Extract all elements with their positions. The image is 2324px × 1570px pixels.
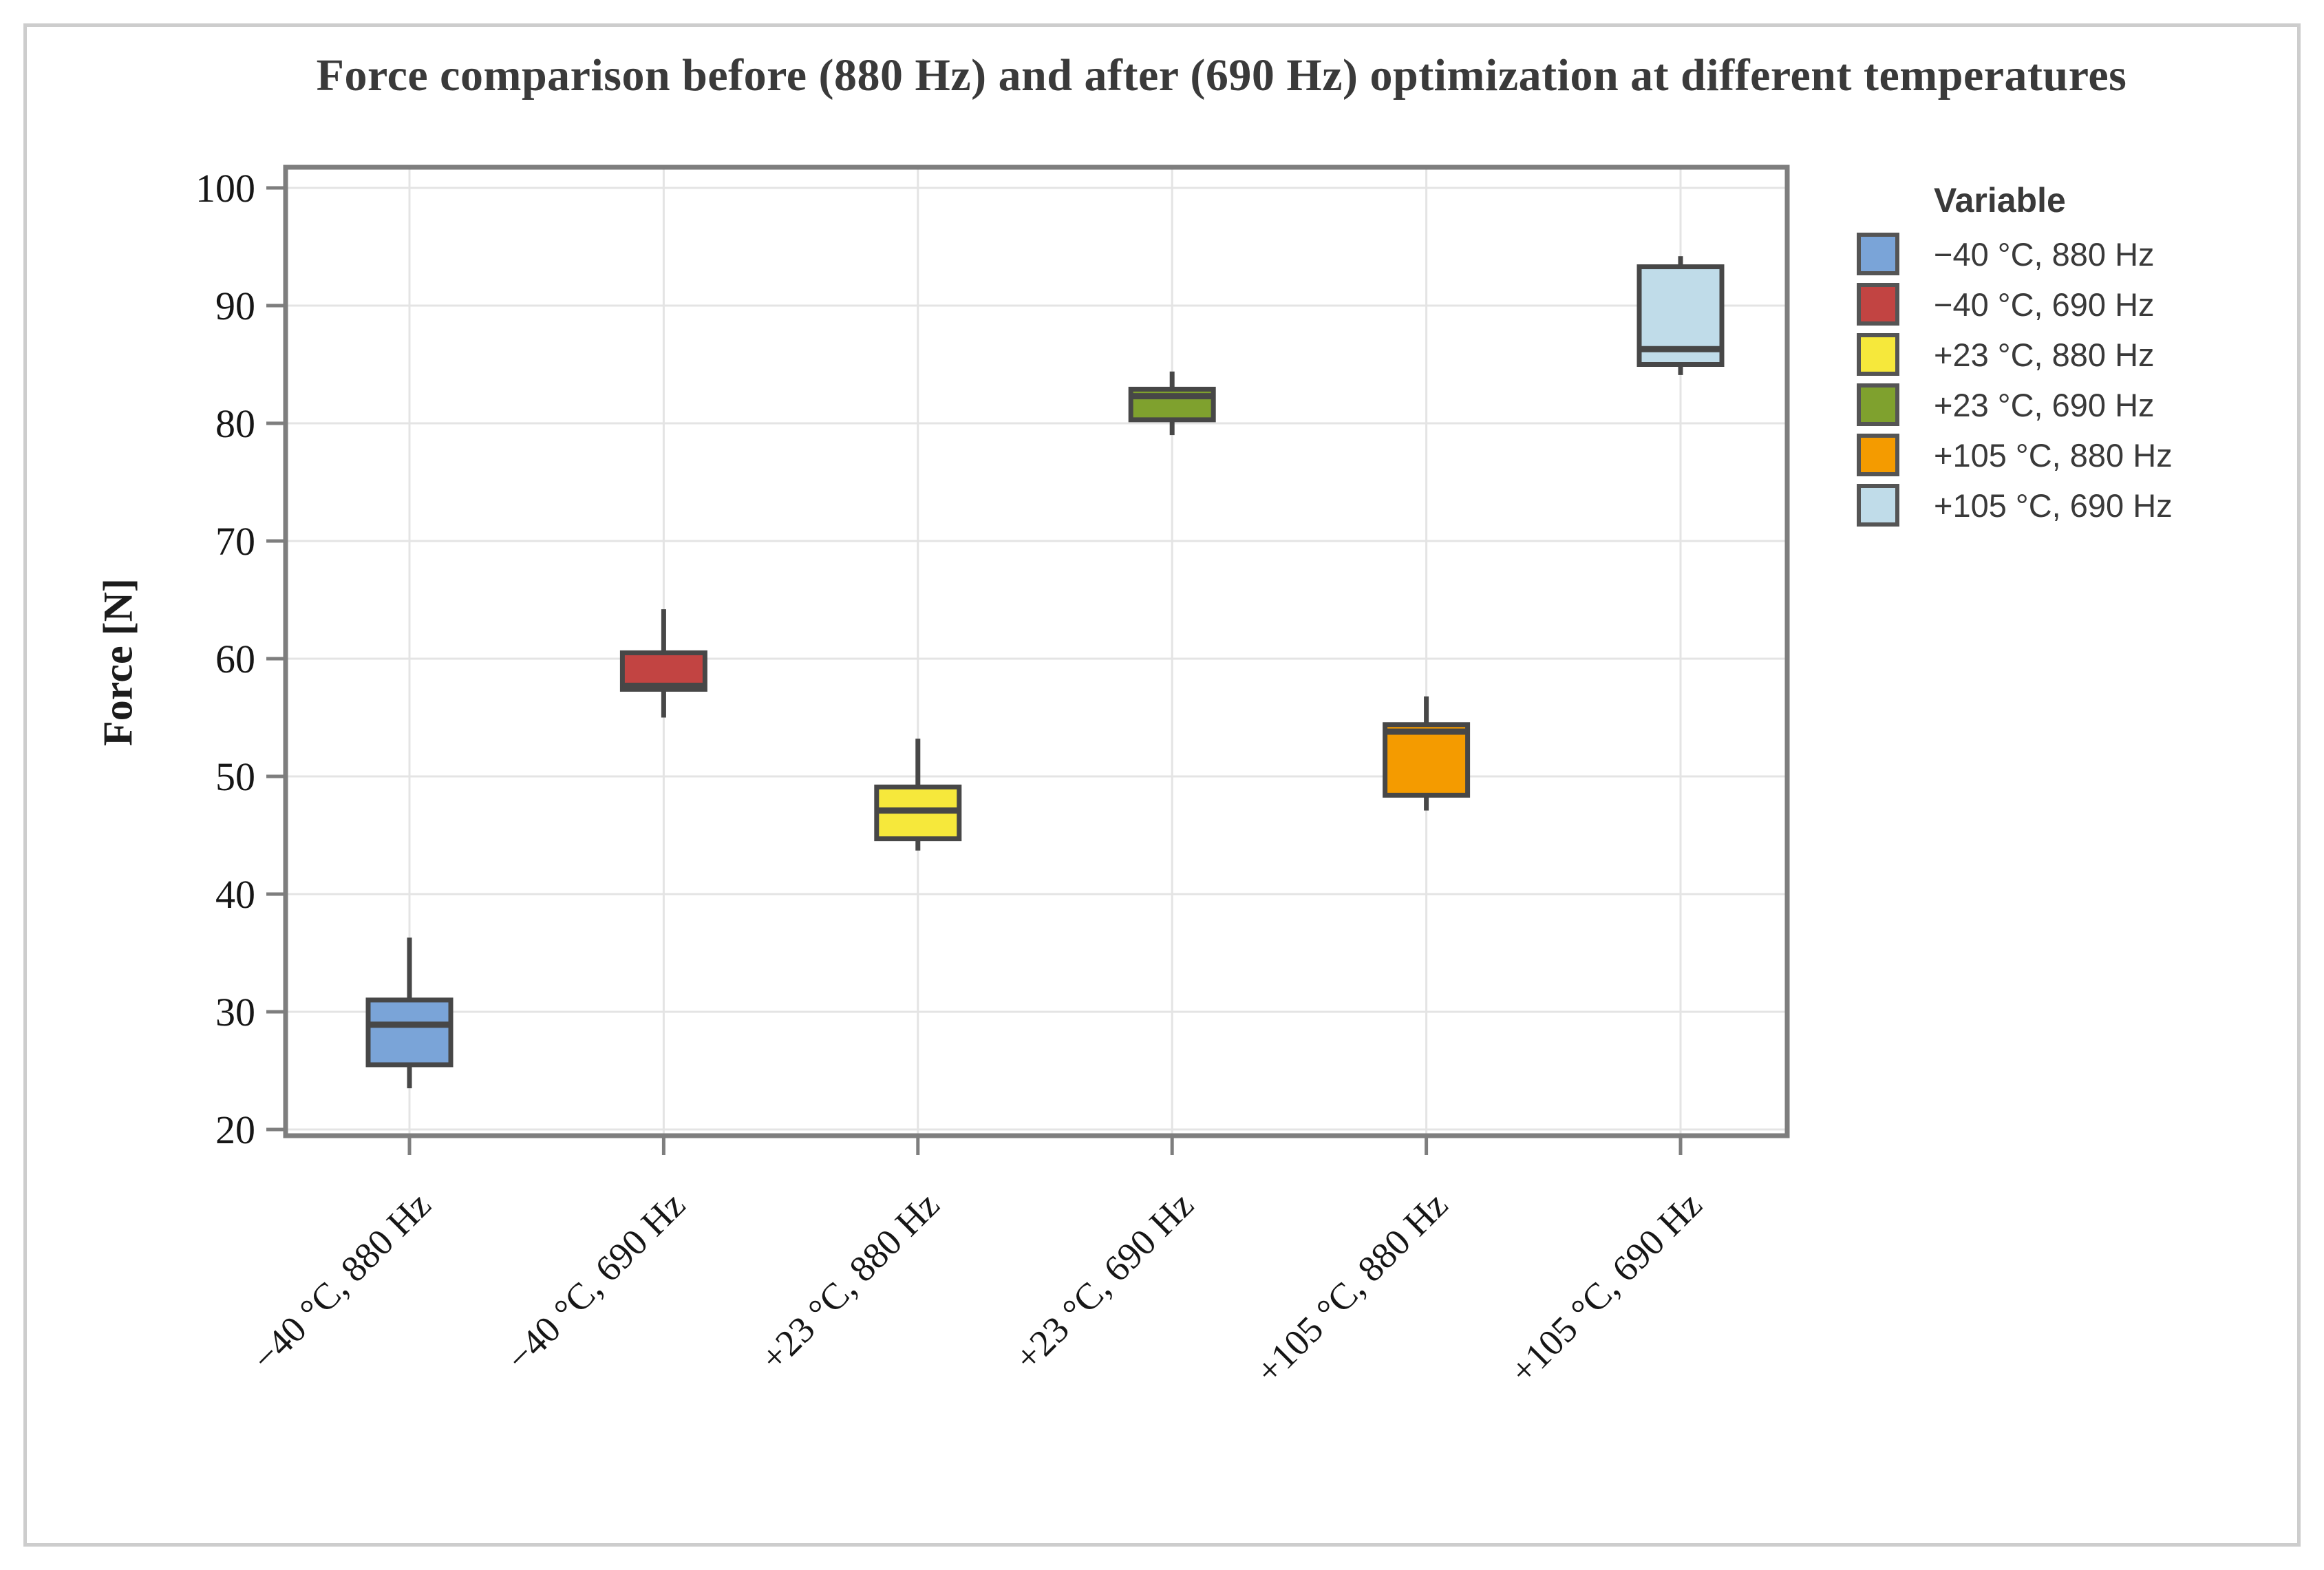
legend-swatch-icon <box>1857 333 1899 376</box>
legend: Variable −40 °C, 880 Hz −40 °C, 690 Hz +23… <box>1857 180 2311 534</box>
chart-title: Force comparison before (880 Hz) and aft… <box>316 50 2127 100</box>
legend-title: Variable <box>1934 181 2066 220</box>
legend-item-1: −40 °C, 690 Hz <box>1857 283 2311 326</box>
box-0 <box>365 997 454 1068</box>
y-tick-label: 60 <box>215 637 255 681</box>
y-tick-label: 80 <box>215 401 255 446</box>
legend-item-2: +23 °C, 880 Hz <box>1857 333 2311 376</box>
x-tick-label: +23 °C, 880 Hz <box>752 1184 947 1379</box>
x-tick-label: +105 °C, 880 Hz <box>1248 1184 1456 1392</box>
y-tick-label: 50 <box>215 754 255 799</box>
legend-swatch-icon <box>1857 434 1899 476</box>
legend-item-label: +105 °C, 690 Hz <box>1934 487 2173 524</box>
legend-swatch-icon <box>1857 283 1899 326</box>
legend-swatch-icon <box>1857 233 1899 275</box>
legend-item-label: +23 °C, 880 Hz <box>1934 336 2155 373</box>
plot-frame <box>283 165 1790 1138</box>
x-tick-label: +23 °C, 690 Hz <box>1007 1184 1202 1379</box>
legend-item-label: +23 °C, 690 Hz <box>1934 386 2155 423</box>
x-tick-label: −40 °C, 690 Hz <box>498 1184 693 1379</box>
legend-item-4: +105 °C, 880 Hz <box>1857 434 2311 476</box>
y-tick-label: 90 <box>215 284 255 328</box>
legend-item-label: +105 °C, 880 Hz <box>1934 436 2173 474</box>
legend-items: −40 °C, 880 Hz −40 °C, 690 Hz +23 °C, 880 … <box>1857 233 2311 527</box>
y-tick-label: 100 <box>195 166 255 211</box>
legend-item-label: −40 °C, 690 Hz <box>1934 286 2155 323</box>
legend-item-5: +105 °C, 690 Hz <box>1857 484 2311 527</box>
legend-item-0: −40 °C, 880 Hz <box>1857 233 2311 275</box>
x-tick-label: −40 °C, 880 Hz <box>244 1184 439 1379</box>
x-tick-label: +105 °C, 690 Hz <box>1502 1184 1710 1392</box>
legend-item-label: −40 °C, 880 Hz <box>1934 235 2155 273</box>
y-tick-label: 70 <box>215 519 255 564</box>
legend-item-3: +23 °C, 690 Hz <box>1857 383 2311 426</box>
y-tick-label: 40 <box>215 872 255 917</box>
legend-swatch-icon <box>1857 484 1899 527</box>
box-4 <box>1383 722 1471 798</box>
legend-swatch-icon <box>1857 383 1899 426</box>
y-tick-label: 30 <box>215 990 255 1035</box>
y-tick-label: 20 <box>215 1107 255 1152</box>
